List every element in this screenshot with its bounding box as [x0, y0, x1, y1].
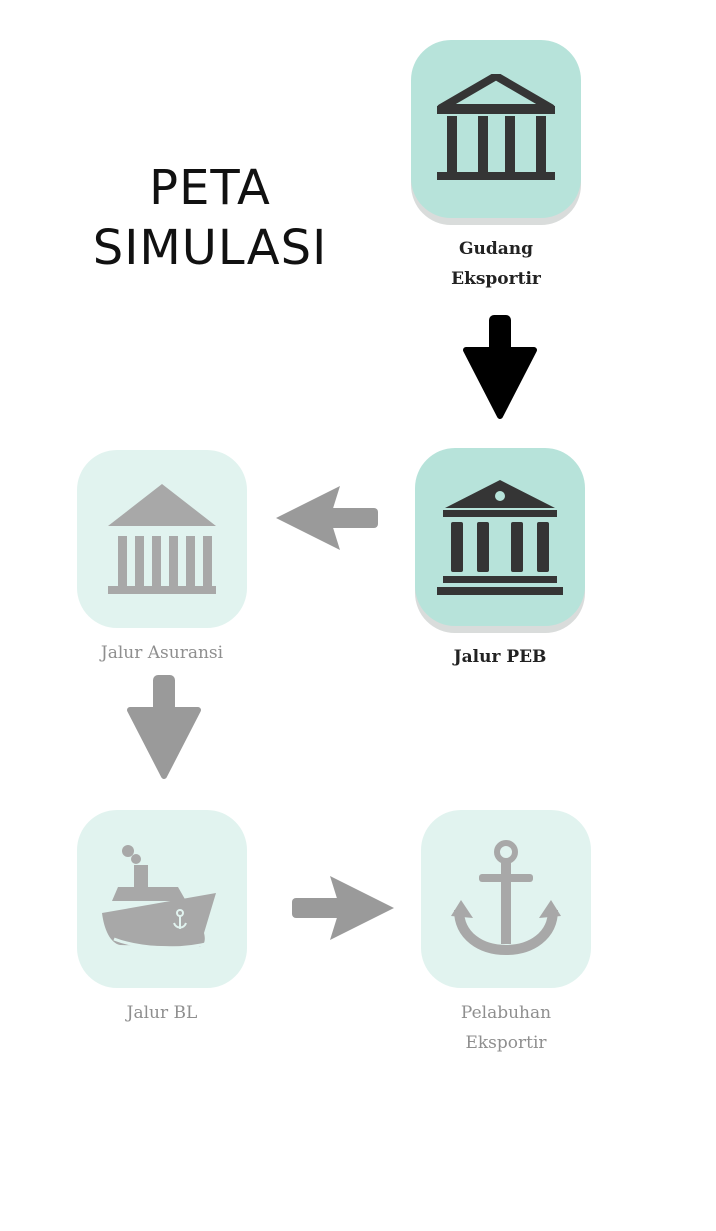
node-label: Pelabuhan Eksportir: [460, 1003, 552, 1053]
node-jalur-bl[interactable]: Jalur BL: [76, 810, 248, 1028]
node-label: Gudang Eksportir: [451, 239, 541, 289]
node-label: Jalur Asuransi: [100, 643, 224, 663]
page-title: PETA SIMULASI: [60, 158, 360, 278]
tile-jalur-peb[interactable]: [415, 448, 585, 626]
tile-gudang-eksportir[interactable]: [411, 40, 581, 218]
node-label: Jalur BL: [126, 1003, 198, 1023]
bank-icon: [108, 484, 216, 594]
node-label: Jalur PEB: [453, 647, 547, 667]
title-line-1: PETA: [149, 160, 271, 216]
node-gudang-eksportir[interactable]: Gudang Eksportir: [410, 40, 582, 294]
node-jalur-asuransi[interactable]: Jalur Asuransi: [76, 450, 248, 668]
arrow-right-icon: [292, 876, 394, 940]
arrow-down-icon: [127, 675, 201, 779]
node-pelabuhan-eksportir[interactable]: Pelabuhan Eksportir: [420, 810, 592, 1058]
anchor-icon: [451, 840, 561, 956]
title-line-2: SIMULASI: [92, 220, 328, 276]
bank-icon: [437, 480, 563, 595]
tile-pelabuhan-eksportir[interactable]: [421, 810, 591, 988]
arrow-left-icon: [276, 486, 378, 550]
tile-jalur-asuransi[interactable]: [77, 450, 247, 628]
bank-icon: [437, 74, 555, 180]
tile-jalur-bl[interactable]: [77, 810, 247, 988]
node-jalur-peb[interactable]: Jalur PEB: [414, 448, 586, 672]
arrow-down-icon: [463, 315, 537, 419]
ship-icon: [102, 845, 216, 950]
